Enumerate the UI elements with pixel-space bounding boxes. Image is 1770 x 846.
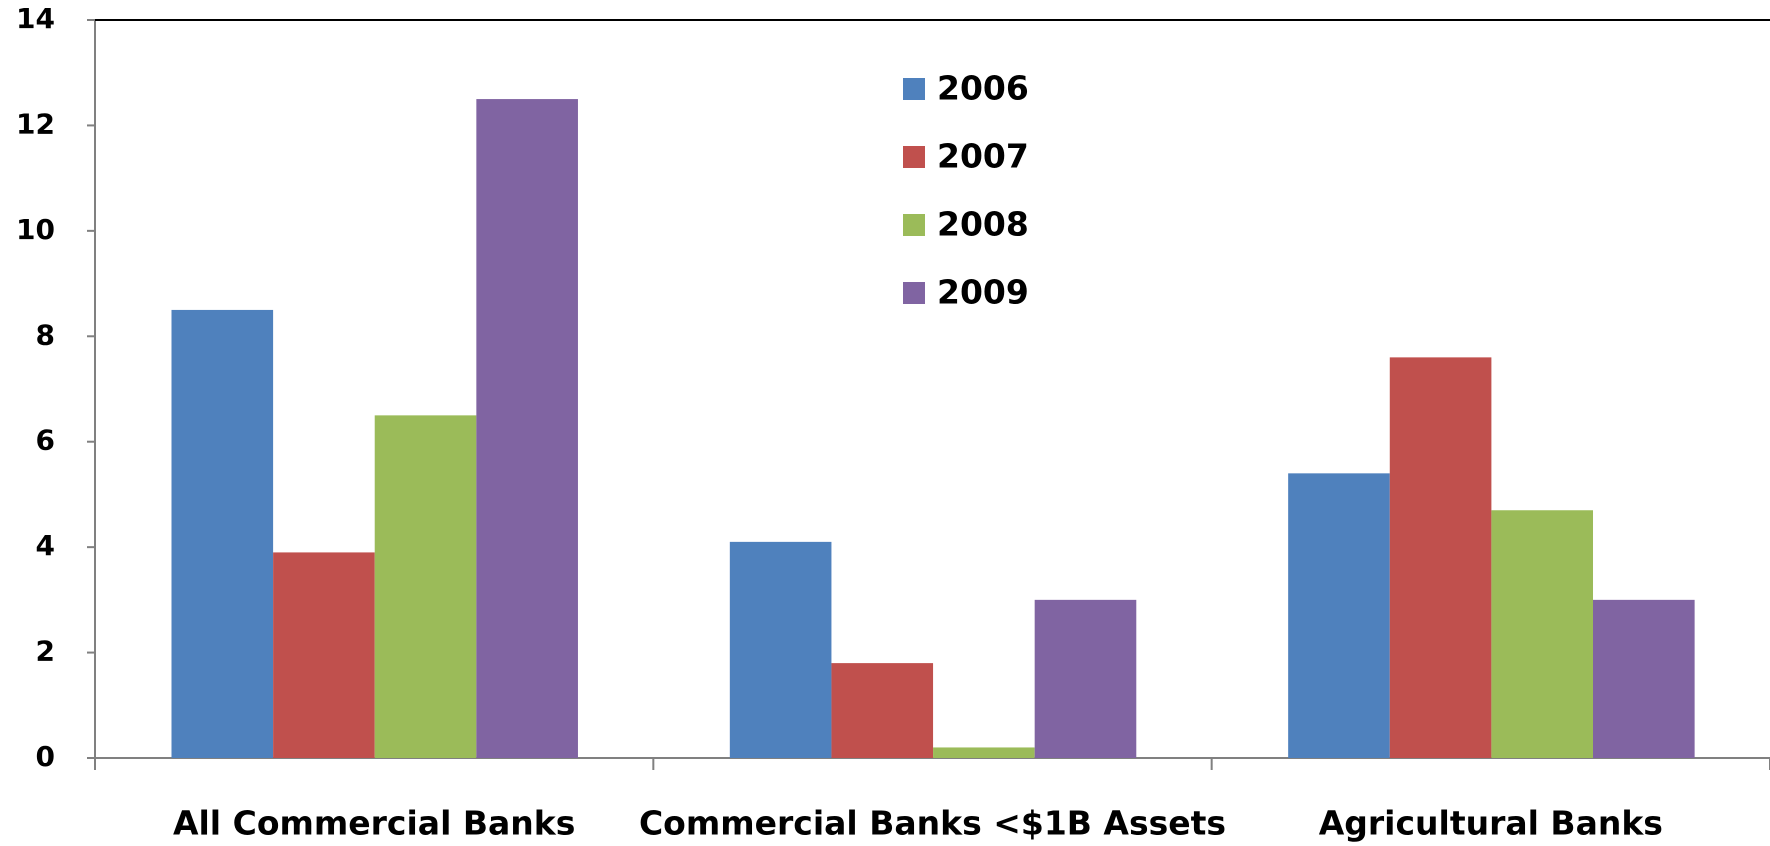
legend-swatch [903,146,925,168]
legend-swatch [903,214,925,236]
y-tick-label: 12 [16,107,55,140]
legend-label: 2009 [937,273,1029,312]
bar [729,541,832,758]
legend-label: 2007 [937,137,1029,176]
y-tick-label: 0 [36,740,55,773]
bar [1491,510,1594,758]
bar [831,663,934,758]
y-tick-label: 10 [16,213,55,246]
legend-label: 2008 [937,205,1029,244]
bar [933,747,1035,758]
bar [1288,473,1390,758]
bar [1389,357,1492,758]
legend-label: 2006 [937,69,1029,108]
x-tick-label: Agricultural Banks [1319,804,1663,843]
bar [171,309,274,758]
bar [273,552,375,758]
y-tick-label: 2 [36,635,55,668]
bar [1034,599,1137,758]
y-tick-label: 14 [16,2,55,35]
bar [374,415,477,758]
bar [476,99,578,759]
y-tick-label: 8 [36,318,55,351]
legend-swatch [903,78,925,100]
legend-swatch [903,282,925,304]
bar [1593,599,1695,758]
x-tick-label: Commercial Banks <$1B Assets [639,804,1226,843]
x-tick-label: All Commercial Banks [173,804,575,843]
y-tick-label: 4 [36,529,55,562]
y-tick-label: 6 [36,424,55,457]
